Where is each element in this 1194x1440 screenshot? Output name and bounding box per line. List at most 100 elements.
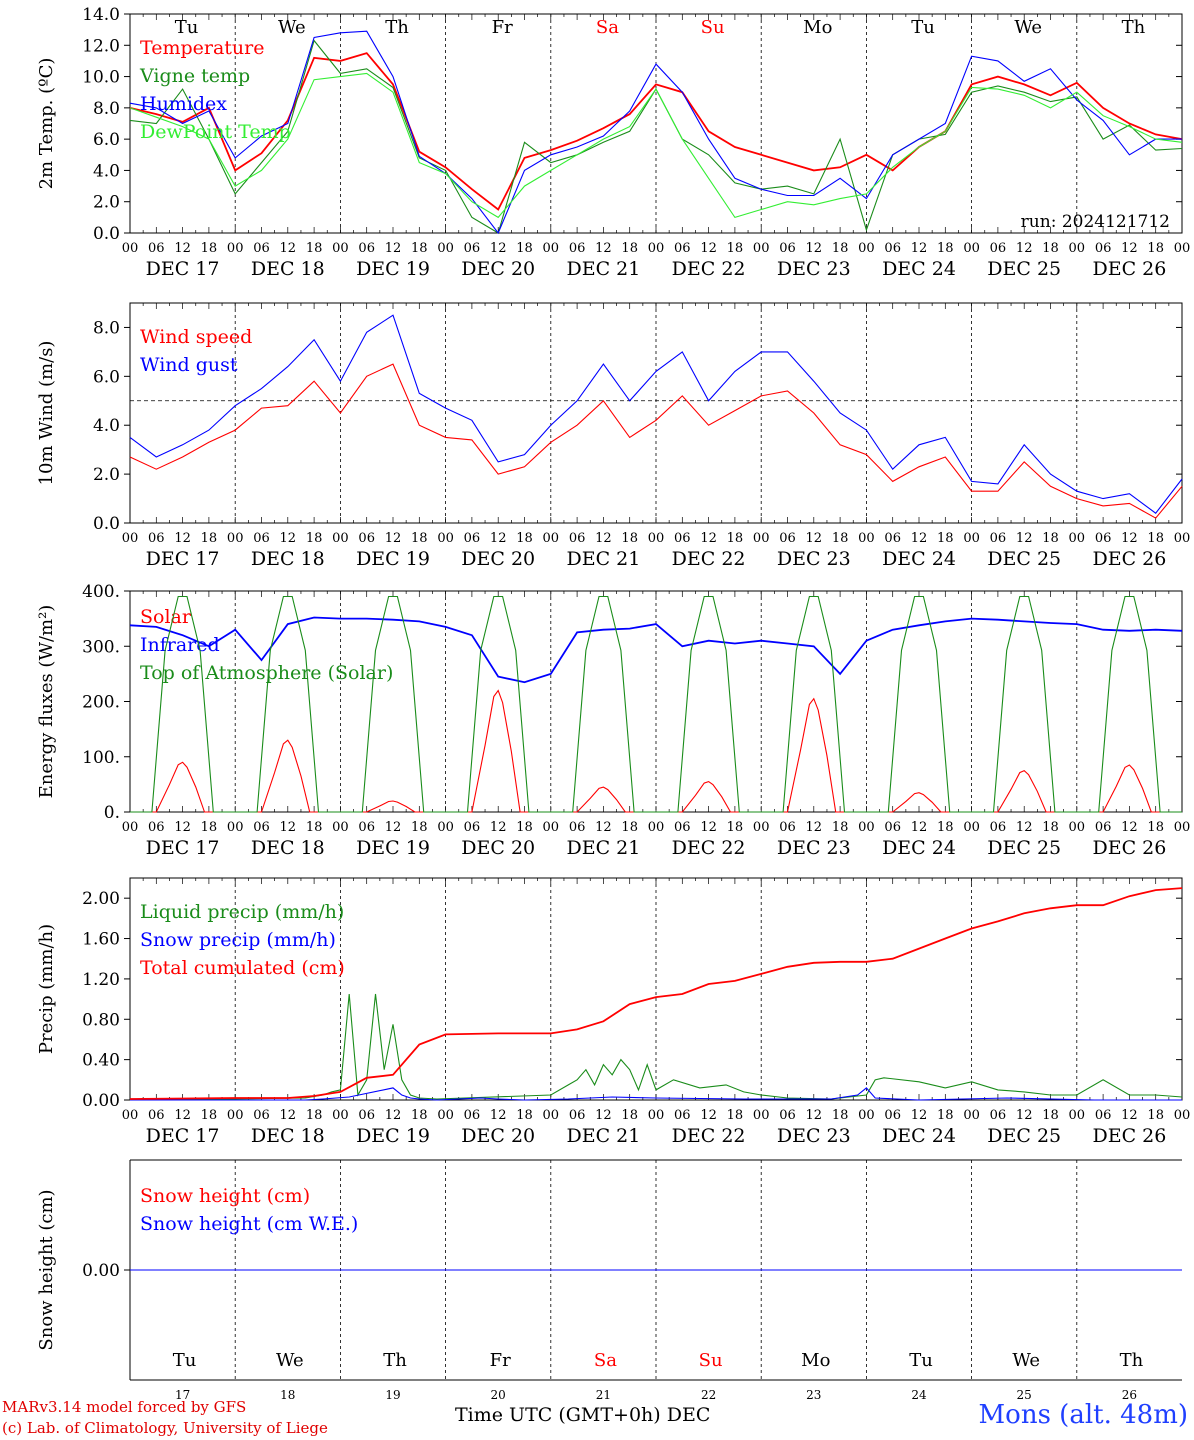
date-label: DEC 17 — [146, 1125, 220, 1147]
hour-tick-label: 06 — [464, 241, 481, 256]
hour-tick-label: 06 — [148, 1108, 165, 1123]
hour-tick-label: 18 — [201, 1108, 218, 1123]
hour-tick-label: 18 — [832, 1108, 849, 1123]
y-tick-label: 2.0 — [93, 465, 120, 485]
hour-tick-label: 00 — [963, 241, 980, 256]
hour-tick-label: 06 — [569, 820, 586, 835]
hour-tick-label: 06 — [674, 820, 691, 835]
hour-tick-label: 00 — [332, 1108, 349, 1123]
y-axis-label: Snow height (cm) — [36, 1189, 57, 1350]
legend-entry: Wind speed — [140, 326, 252, 348]
legend-entry: Wind gust — [140, 354, 238, 376]
legend-entry: DewPoint Temp — [140, 121, 291, 143]
hour-tick-label: 12 — [490, 820, 507, 835]
hour-tick-label: 18 — [937, 1108, 954, 1123]
hour-tick-label: 06 — [358, 1108, 375, 1123]
date-label: DEC 22 — [672, 837, 746, 859]
date-label: DEC 19 — [356, 258, 430, 280]
weekday-label: We — [276, 1350, 304, 1371]
hour-tick-label: 06 — [358, 820, 375, 835]
hour-tick-label: 18 — [1042, 1108, 1059, 1123]
date-label: DEC 20 — [461, 1125, 535, 1147]
hour-tick-label: 12 — [595, 1108, 612, 1123]
hour-tick-label: 18 — [937, 241, 954, 256]
hour-tick-label: 00 — [753, 820, 770, 835]
hour-tick-label: 12 — [1016, 531, 1033, 546]
hour-tick-label: 18 — [832, 820, 849, 835]
hour-tick-label: 06 — [674, 241, 691, 256]
date-label: DEC 20 — [461, 837, 535, 859]
y-tick-label: 4.0 — [93, 416, 120, 436]
hour-tick-label: 00 — [332, 241, 349, 256]
hour-tick-label: 18 — [516, 241, 533, 256]
hour-tick-label: 18 — [1147, 820, 1164, 835]
y-tick-label: 0.40 — [82, 1051, 120, 1071]
y-tick-label: 1.20 — [82, 970, 120, 990]
hour-tick-label: 00 — [437, 531, 454, 546]
hour-tick-label: 12 — [806, 531, 823, 546]
date-label: DEC 20 — [461, 548, 535, 570]
hour-tick-label: 18 — [727, 820, 744, 835]
hour-tick-label: 00 — [858, 1108, 875, 1123]
y-tick-label: 2.00 — [82, 889, 120, 909]
hour-tick-label: 06 — [358, 531, 375, 546]
hour-tick-label: 18 — [1147, 1108, 1164, 1123]
hour-tick-label: 00 — [227, 820, 244, 835]
series-line-dewpoint-temp — [129, 72, 1183, 219]
hour-tick-label: 00 — [227, 1108, 244, 1123]
legend-entry: Snow precip (mm/h) — [140, 929, 336, 951]
hour-tick-label: 00 — [963, 531, 980, 546]
hour-tick-label: 18 — [516, 820, 533, 835]
date-label: DEC 23 — [777, 1125, 851, 1147]
y-axis-label: 10m Wind (m/s) — [36, 341, 57, 486]
y-axis-label: Energy fluxes (W/m²) — [36, 605, 57, 799]
hour-tick-label: 00 — [332, 531, 349, 546]
legend-entry: Top of Atmosphere (Solar) — [140, 662, 393, 684]
weekday-label: Tu — [909, 1350, 933, 1371]
weekday-label: Th — [383, 1350, 407, 1371]
hour-tick-label: 18 — [832, 531, 849, 546]
model-credit: MARv3.14 model forced by GFS — [2, 1398, 247, 1416]
hour-tick-label: 06 — [884, 241, 901, 256]
hour-tick-label: 00 — [1069, 1108, 1086, 1123]
hour-tick-label: 18 — [411, 1108, 428, 1123]
date-label: DEC 18 — [251, 837, 325, 859]
date-label: DEC 17 — [146, 548, 220, 570]
date-label: DEC 21 — [566, 258, 640, 280]
hour-tick-label: 18 — [516, 1108, 533, 1123]
hour-tick-label: 12 — [595, 820, 612, 835]
date-label: DEC 20 — [461, 258, 535, 280]
hour-tick-label: 12 — [174, 1108, 191, 1123]
day-number-label: 19 — [385, 1388, 400, 1402]
y-tick-label: 0.80 — [82, 1010, 120, 1030]
hour-tick-label: 12 — [700, 531, 717, 546]
hour-tick-label: 00 — [858, 820, 875, 835]
hour-tick-label: 12 — [174, 241, 191, 256]
hour-tick-label: 06 — [1095, 531, 1112, 546]
date-label: DEC 26 — [1092, 1125, 1166, 1147]
hour-tick-label: 06 — [990, 531, 1007, 546]
hour-tick-label: 18 — [201, 820, 218, 835]
series-line-solar — [130, 689, 1182, 813]
weekday-label: Sa — [594, 1350, 617, 1371]
hour-tick-label: 18 — [621, 531, 638, 546]
series-line-liquid-precip-mm-h- — [130, 993, 1183, 1100]
date-label: DEC 19 — [356, 1125, 430, 1147]
hour-tick-label: 06 — [779, 531, 796, 546]
hour-tick-label: 18 — [727, 241, 744, 256]
hour-tick-label: 12 — [174, 531, 191, 546]
hour-tick-label: 06 — [779, 820, 796, 835]
hour-tick-label: 06 — [674, 531, 691, 546]
weekday-label: Mo — [803, 17, 832, 38]
hour-tick-label: 18 — [306, 820, 323, 835]
hour-tick-label: 00 — [1069, 820, 1086, 835]
weekday-label: Mo — [801, 1350, 830, 1371]
weekday-label: Tu — [911, 17, 935, 38]
hour-tick-label: 00 — [1174, 241, 1191, 256]
hour-tick-label: 12 — [700, 241, 717, 256]
date-label: DEC 22 — [672, 1125, 746, 1147]
date-label: DEC 25 — [987, 1125, 1061, 1147]
weekday-label: We — [1012, 1350, 1040, 1371]
date-label: DEC 23 — [777, 548, 851, 570]
hour-tick-label: 06 — [779, 1108, 796, 1123]
